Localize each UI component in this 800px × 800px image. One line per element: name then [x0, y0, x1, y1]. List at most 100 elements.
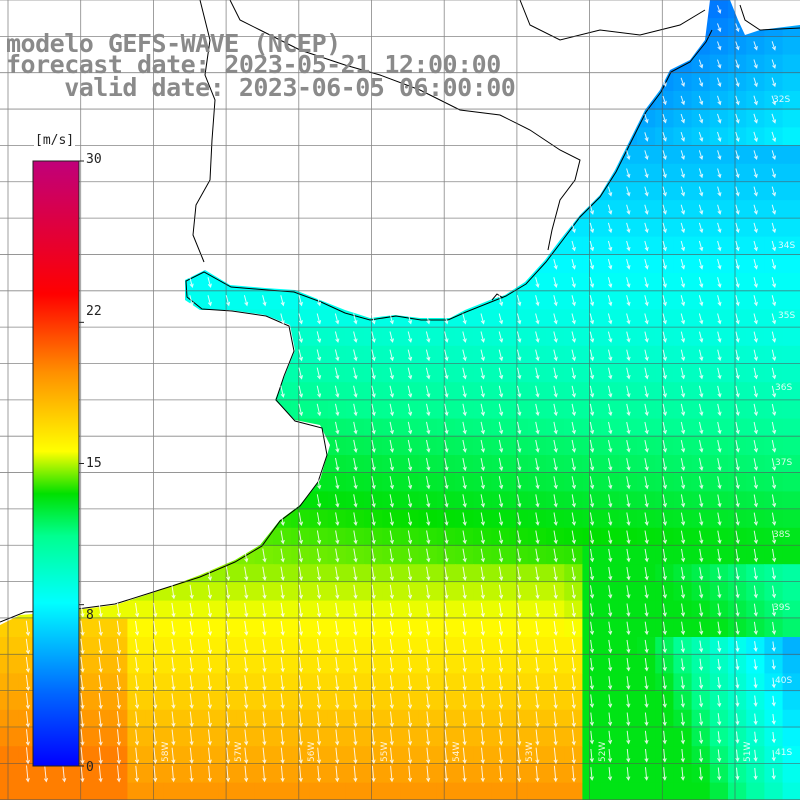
wind-arrow	[298, 548, 303, 563]
wind-arrow	[553, 421, 558, 435]
wind-arrow	[353, 331, 358, 343]
wind-arrow	[134, 747, 140, 764]
wind-arrow	[353, 313, 358, 325]
wind-arrow	[753, 512, 758, 526]
wind-arrow	[517, 620, 522, 636]
wind-speed-cell	[564, 782, 583, 800]
wind-arrow	[498, 313, 504, 325]
wind-arrow	[371, 530, 376, 545]
wind-arrow	[353, 458, 358, 472]
wind-speed-cell	[782, 127, 800, 147]
wind-arrow	[462, 693, 467, 710]
wind-arrow	[444, 639, 449, 655]
wind-arrow	[626, 331, 631, 343]
wind-arrow	[207, 566, 212, 581]
wind-arrow	[371, 602, 376, 618]
wind-arrow	[462, 476, 467, 490]
wind-arrow	[426, 747, 431, 764]
wind-speed-cell	[782, 109, 800, 128]
wind-arrow	[317, 602, 322, 618]
wind-arrow	[662, 150, 667, 160]
wind-arrow	[80, 765, 85, 783]
wind-arrow	[462, 458, 467, 472]
wind-arrow	[680, 313, 686, 325]
wind-arrow	[662, 95, 667, 106]
wind-arrow	[134, 729, 140, 746]
wind-arrow	[298, 566, 303, 581]
wind-arrow	[407, 385, 413, 398]
wind-arrow	[244, 566, 249, 581]
wind-arrow	[626, 748, 631, 763]
wind-arrow	[608, 548, 613, 563]
wind-arrow	[280, 657, 285, 673]
wind-arrow	[589, 367, 595, 380]
wind-arrow	[662, 748, 667, 763]
wind-arrow	[717, 77, 722, 88]
wind-arrow	[607, 331, 613, 343]
wind-arrow	[353, 367, 358, 380]
wind-arrow	[517, 548, 522, 563]
wind-arrow	[298, 711, 303, 728]
wind-arrow	[498, 295, 504, 307]
wind-arrow	[589, 530, 595, 545]
wind-arrow	[298, 765, 303, 783]
wind-arrow	[680, 767, 685, 781]
wind-arrow	[699, 603, 704, 617]
wind-arrow	[680, 585, 686, 599]
wind-arrow	[717, 421, 722, 435]
wind-speed-cell	[418, 782, 438, 800]
wind-arrow	[771, 585, 777, 599]
wind-arrow	[171, 693, 176, 710]
wind-arrow	[335, 711, 340, 728]
wind-arrow	[535, 548, 540, 563]
wind-arrow	[699, 548, 704, 563]
wind-arrow	[244, 657, 249, 673]
wind-arrow	[717, 585, 722, 599]
wind-arrow	[771, 695, 776, 707]
wind-arrow	[389, 367, 394, 380]
wind-arrow	[498, 367, 504, 380]
wind-arrow	[735, 131, 740, 142]
wind-arrow	[207, 747, 212, 764]
wind-arrow	[444, 494, 449, 508]
wind-arrow	[571, 349, 576, 362]
wind-arrow	[280, 711, 285, 728]
wind-arrow	[335, 765, 340, 783]
wind-arrow	[735, 749, 740, 763]
wind-arrow	[498, 693, 504, 710]
wind-arrow	[499, 639, 504, 655]
wind-arrow	[389, 693, 394, 710]
wind-arrow	[153, 729, 158, 746]
wind-arrow	[626, 349, 631, 362]
wind-arrow	[498, 566, 504, 581]
wind-arrow	[426, 421, 431, 435]
wind-arrow	[317, 620, 322, 636]
wind-arrow	[244, 548, 249, 563]
wind-arrow	[662, 585, 667, 599]
wind-arrow	[626, 439, 631, 453]
wind-arrow	[189, 675, 194, 691]
wind-arrow	[717, 731, 722, 744]
wind-arrow	[262, 675, 267, 691]
wind-arrow	[462, 494, 467, 508]
wind-arrow	[771, 77, 777, 88]
wind-speed-cell	[764, 782, 784, 800]
wind-arrow	[553, 403, 558, 417]
wind-arrow	[735, 95, 740, 106]
wind-arrow	[662, 730, 667, 745]
wind-arrow	[444, 729, 449, 746]
wind-arrow	[753, 95, 758, 106]
wind-arrow	[517, 403, 522, 417]
wind-arrow	[25, 638, 31, 655]
wind-speed-cell	[109, 782, 128, 800]
wind-arrow	[335, 747, 340, 764]
wind-arrow	[389, 584, 394, 600]
wind-arrow	[626, 421, 631, 435]
wind-arrow	[553, 458, 558, 472]
wind-arrow	[753, 603, 758, 617]
wind-arrow	[426, 693, 431, 710]
wind-arrow	[389, 458, 394, 472]
wind-arrow	[662, 658, 667, 672]
wind-arrow	[753, 677, 758, 689]
wind-arrow	[698, 59, 704, 69]
